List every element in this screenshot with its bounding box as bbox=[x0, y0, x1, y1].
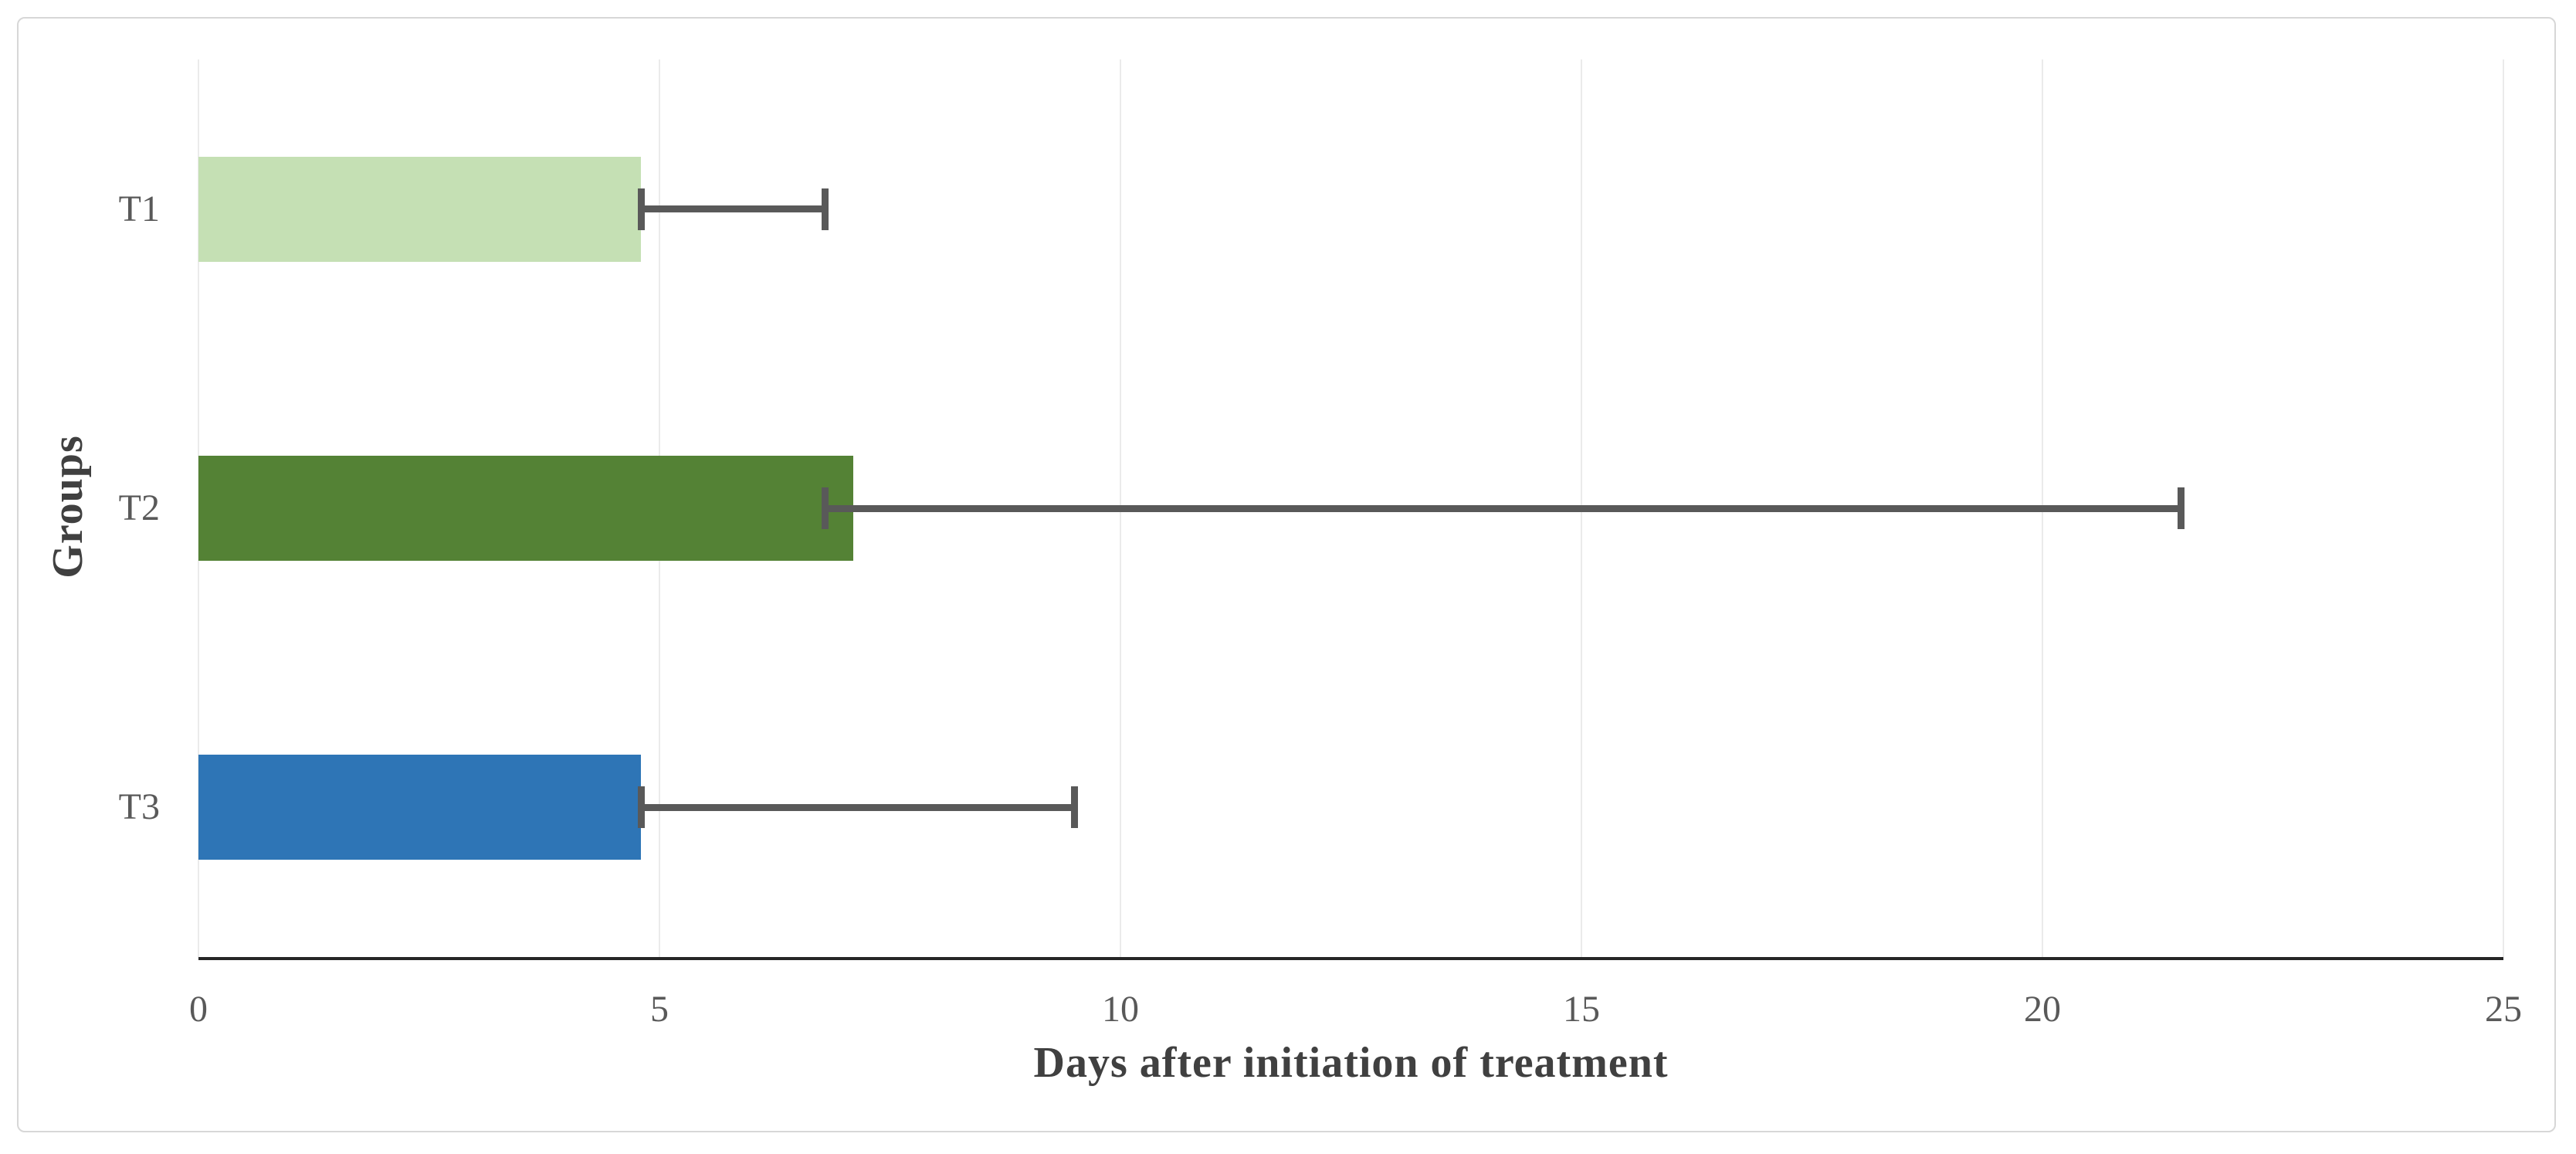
bar-t3 bbox=[198, 755, 642, 860]
bar-t1 bbox=[198, 156, 642, 262]
x-tick-label-25: 25 bbox=[2485, 989, 2522, 1030]
error-bar-t1 bbox=[641, 205, 825, 213]
plot-area: T1 T2 T3 0 5 10 15 20 25 bbox=[119, 59, 2522, 1030]
error-bar-cap-start-t1 bbox=[637, 188, 645, 230]
chart-figure: T1 T2 T3 0 5 10 15 20 25 Days after initiation o… bbox=[17, 17, 2556, 1132]
error-bar-cap-start-t2 bbox=[822, 487, 829, 529]
x-axis-line bbox=[198, 957, 2503, 960]
error-bar-cap-start-t3 bbox=[637, 786, 645, 829]
error-bar-cap-end-t2 bbox=[2177, 487, 2185, 529]
x-tick-label-0: 0 bbox=[189, 989, 208, 1030]
gridline-x-25 bbox=[2503, 59, 2504, 957]
category-label-t2: T2 bbox=[118, 487, 160, 528]
x-tick-label-5: 5 bbox=[650, 989, 669, 1030]
error-bar-cap-end-t3 bbox=[1070, 786, 1078, 829]
category-label-t3: T3 bbox=[118, 786, 160, 828]
error-bar-t2 bbox=[825, 504, 2181, 512]
x-tick-label-15: 15 bbox=[1563, 989, 1600, 1030]
x-tick-label-10: 10 bbox=[1102, 989, 1139, 1030]
x-tick-label-20: 20 bbox=[2024, 989, 2061, 1030]
error-bar-cap-end-t1 bbox=[822, 188, 829, 230]
bar-t2 bbox=[198, 456, 853, 561]
category-label-t1: T1 bbox=[118, 188, 160, 229]
x-axis-title: Days after initiation of treatment bbox=[1033, 1039, 1669, 1087]
y-axis-title: Groups bbox=[44, 435, 92, 579]
error-bar-t3 bbox=[641, 803, 1075, 811]
